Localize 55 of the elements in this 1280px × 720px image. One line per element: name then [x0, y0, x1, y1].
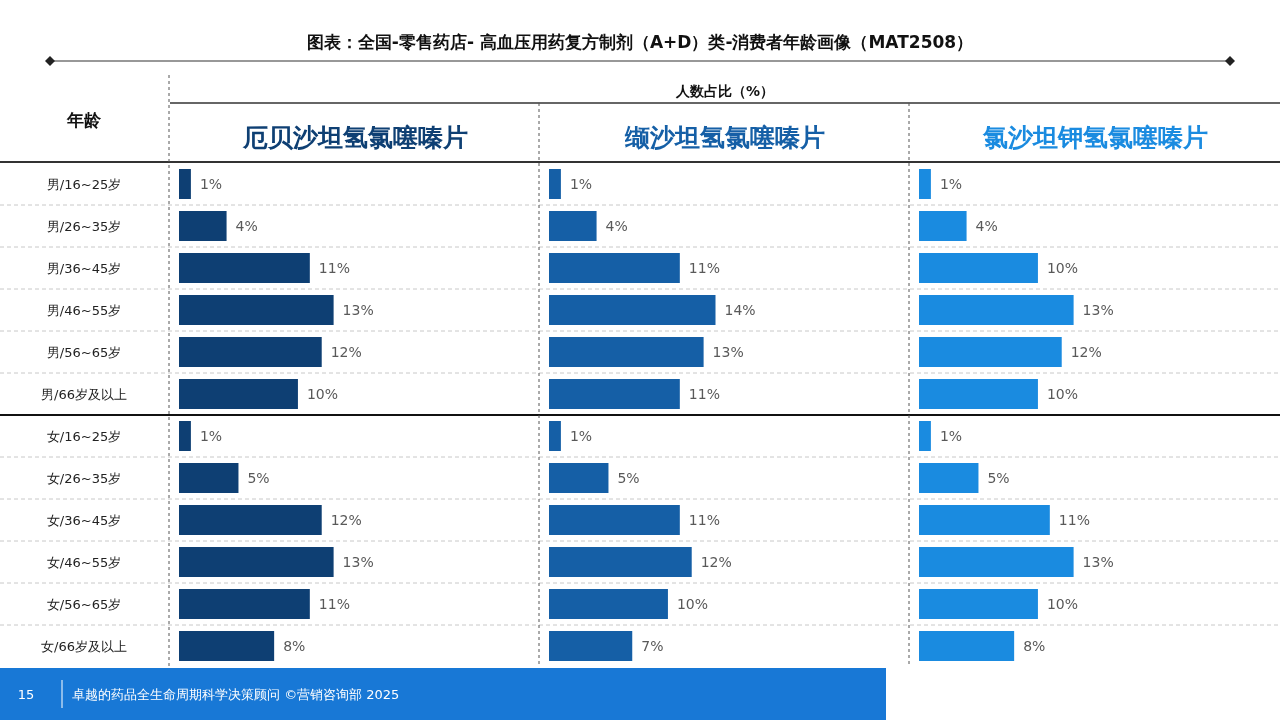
- data-label: 13%: [1082, 302, 1114, 318]
- data-label: 11%: [688, 260, 720, 276]
- data-label: 4%: [975, 218, 998, 234]
- chart-subtitle: 缬沙坦氢氯噻嗪片: [624, 123, 825, 152]
- y-tick-label: 男/36~45岁: [46, 261, 122, 276]
- data-label: 5%: [247, 470, 270, 486]
- y-tick-label: 男/56~65岁: [46, 345, 122, 360]
- data-label: 12%: [330, 344, 362, 360]
- data-label: 14%: [724, 302, 756, 318]
- data-label: 8%: [283, 638, 306, 654]
- data-label: 11%: [688, 386, 720, 402]
- y-tick-label: 男/26~35岁: [46, 219, 122, 234]
- x-axis-title: 人数占比（%）: [674, 83, 775, 99]
- chart-subtitle: 厄贝沙坦氢氯噻嗪片: [241, 123, 468, 152]
- y-tick-label: 女/16~25岁: [46, 429, 122, 444]
- y-tick-label: 男/16~25岁: [46, 177, 122, 192]
- data-label: 1%: [939, 176, 963, 192]
- data-label: 10%: [1046, 386, 1079, 402]
- data-label: 13%: [712, 344, 744, 360]
- data-label: 10%: [1046, 596, 1079, 612]
- data-label: 4%: [605, 218, 628, 234]
- data-label: 11%: [318, 260, 350, 276]
- data-label: 1%: [199, 176, 223, 192]
- y-axis-title: 年龄: [66, 110, 102, 130]
- data-label: 11%: [1058, 512, 1090, 528]
- data-label: 12%: [700, 554, 732, 570]
- data-label: 13%: [1082, 554, 1114, 570]
- data-label: 12%: [330, 512, 362, 528]
- y-tick-label: 女/26~35岁: [46, 471, 122, 486]
- data-label: 1%: [199, 428, 223, 444]
- data-label: 7%: [641, 638, 664, 654]
- data-label: 1%: [939, 428, 963, 444]
- y-tick-label: 女/66岁及以上: [41, 639, 127, 654]
- data-label: 5%: [987, 470, 1010, 486]
- data-label: 1%: [569, 176, 593, 192]
- data-label: 8%: [1023, 638, 1046, 654]
- y-tick-label: 女/36~45岁: [46, 513, 122, 528]
- chart-subtitle: 氯沙坦钾氢氯噻嗪片: [981, 123, 1208, 152]
- y-tick-label: 女/56~65岁: [46, 597, 122, 612]
- data-label: 10%: [1046, 260, 1079, 276]
- data-label: 4%: [235, 218, 258, 234]
- data-label: 13%: [342, 554, 374, 570]
- data-label: 5%: [617, 470, 640, 486]
- data-label: 11%: [688, 512, 720, 528]
- footer: 15 卓越的药品全生命周期科学决策顾问 ©营销咨询部 2025: [0, 668, 886, 720]
- data-label: 10%: [306, 386, 339, 402]
- y-tick-label: 女/46~55岁: [46, 555, 122, 570]
- data-label: 11%: [318, 596, 350, 612]
- data-label: 13%: [342, 302, 374, 318]
- y-tick-label: 男/66岁及以上: [41, 387, 127, 402]
- page-headings: 图表：全国-零售药店- 高血压用药复方制剂（A+D）类-消费者年龄画像（MAT2508）: [306, 32, 974, 52]
- data-label: 10%: [676, 596, 709, 612]
- data-label: 1%: [569, 428, 593, 444]
- y-tick-label: 男/46~55岁: [46, 303, 122, 318]
- data-label: 12%: [1070, 344, 1102, 360]
